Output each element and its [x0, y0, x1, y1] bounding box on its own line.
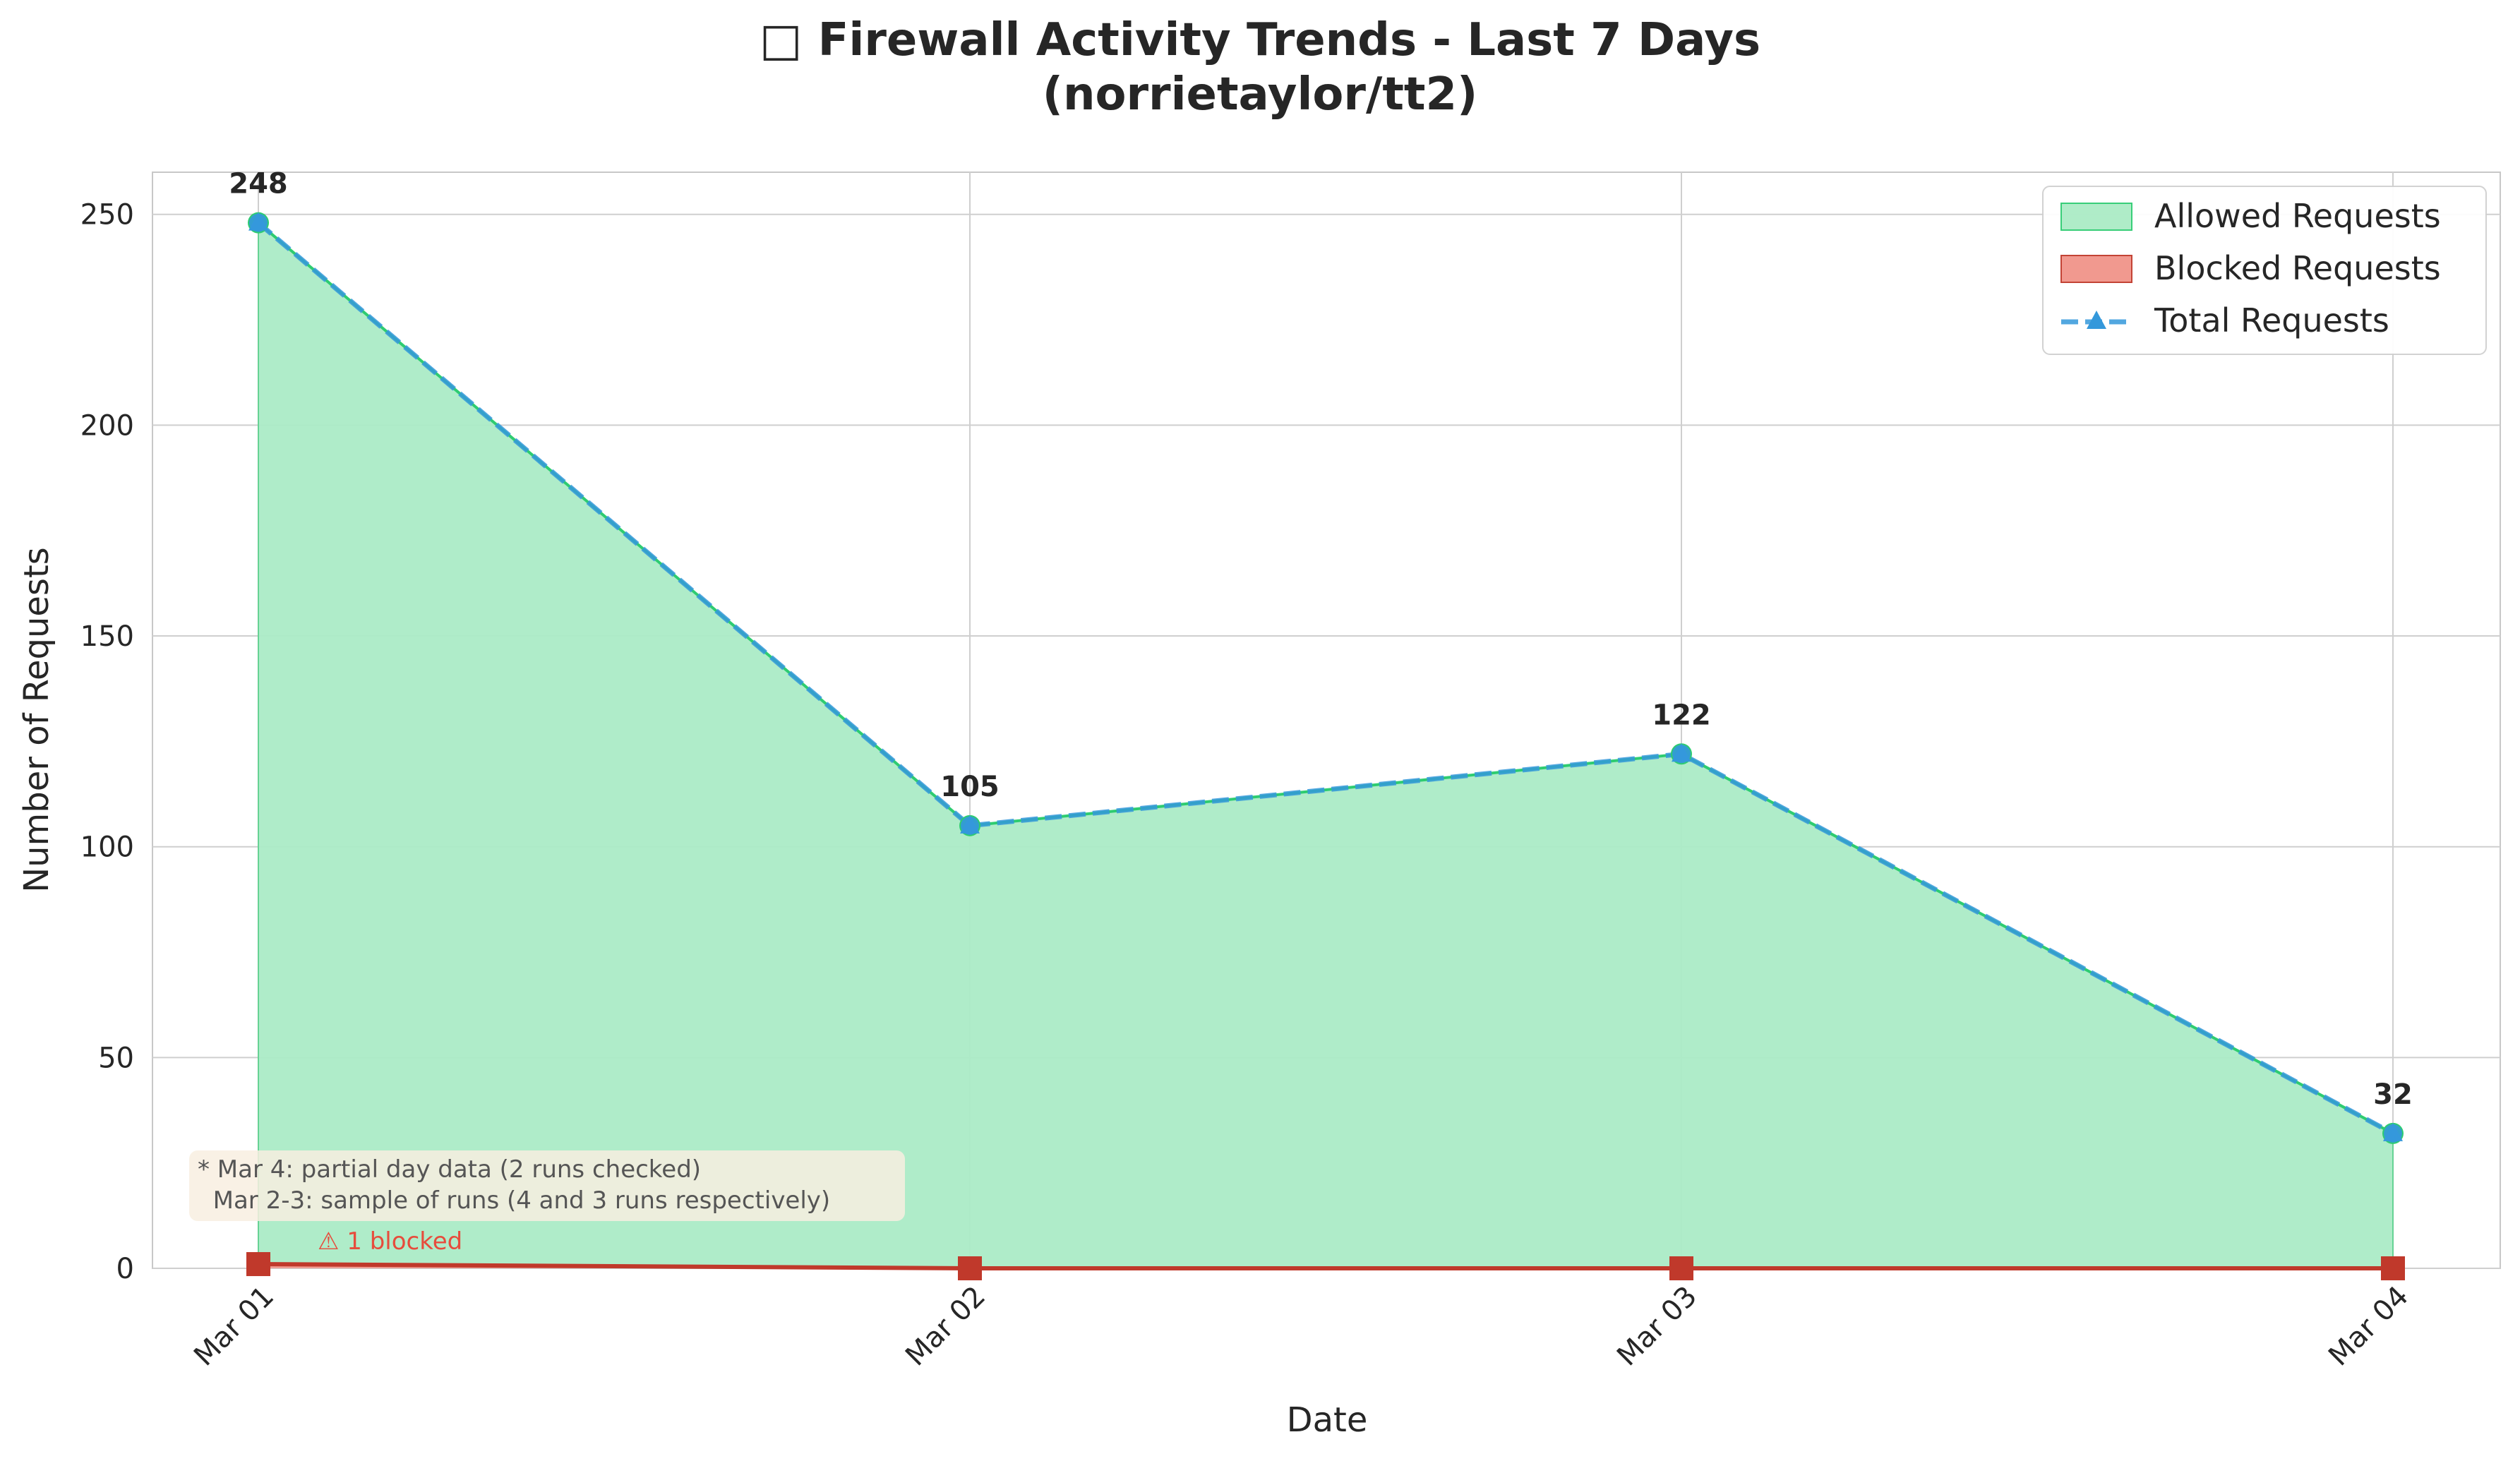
y-tick-label: 50 — [98, 1042, 134, 1074]
legend-swatch-allowed — [2060, 203, 2132, 231]
data-label: 32 — [2373, 1078, 2413, 1111]
x-tick-label: Mar 02 — [899, 1280, 992, 1373]
blocked-point — [246, 1252, 270, 1277]
y-tick-label: 100 — [80, 831, 134, 864]
chart-title: □ Firewall Activity Trends - Last 7 Days — [760, 14, 1760, 66]
x-axis-ticks: Mar 01 Mar 02 Mar 03 Mar 04 — [188, 1280, 2415, 1373]
note-box — [189, 1150, 905, 1221]
series-layer — [256, 221, 2394, 1270]
y-tick-label: 150 — [80, 620, 134, 653]
legend: Allowed Requests Blocked Requests Total … — [2042, 186, 2487, 355]
legend-swatch-total-marker — [2087, 311, 2106, 329]
x-tick-label: Mar 01 — [188, 1280, 280, 1373]
total-line — [256, 221, 2394, 1136]
y-tick-label: 250 — [80, 199, 134, 232]
x-tick-label: Mar 03 — [1611, 1280, 1703, 1373]
y-axis-label: Number of Requests — [17, 547, 56, 893]
data-label: 105 — [940, 771, 1000, 803]
legend-label-allowed: Allowed Requests — [2154, 197, 2441, 235]
chart-subtitle: (norrietaylor/tt2) — [1043, 68, 1478, 121]
x-axis-label: Date — [1287, 1400, 1368, 1440]
y-tick-label: 200 — [80, 409, 134, 442]
legend-swatch-blocked — [2060, 255, 2132, 283]
allowed-area — [258, 222, 2393, 1269]
total-point-dot — [2384, 1124, 2402, 1143]
blocked-area — [258, 1264, 2393, 1268]
y-axis-ticks: 0 50 100 150 200 250 — [80, 199, 134, 1285]
data-labels-layer: 248 105 122 32 — [229, 168, 2413, 1111]
blocked-line — [258, 1262, 2393, 1270]
markers-layer — [246, 212, 2405, 1280]
note-line-2: Mar 2-3: sample of runs (4 and 3 runs re… — [198, 1186, 830, 1215]
blocked-annotation: ⚠ 1 blocked — [318, 1227, 462, 1256]
legend-frame — [2042, 186, 2487, 355]
legend-label-total: Total Requests — [2154, 301, 2389, 339]
total-point-dot — [961, 816, 979, 835]
x-tick-label: Mar 04 — [2322, 1280, 2415, 1373]
y-tick-label: 0 — [116, 1253, 134, 1285]
data-label: 248 — [229, 168, 288, 200]
note-line-1: * Mar 4: partial day data (2 runs checke… — [198, 1155, 701, 1184]
blocked-point — [1669, 1256, 1693, 1280]
legend-label-blocked: Blocked Requests — [2154, 249, 2441, 287]
data-label: 122 — [1652, 699, 1711, 731]
blocked-point — [2381, 1256, 2405, 1280]
blocked-point — [958, 1256, 982, 1280]
total-point-dot — [249, 213, 268, 232]
total-point-dot — [1672, 745, 1691, 764]
